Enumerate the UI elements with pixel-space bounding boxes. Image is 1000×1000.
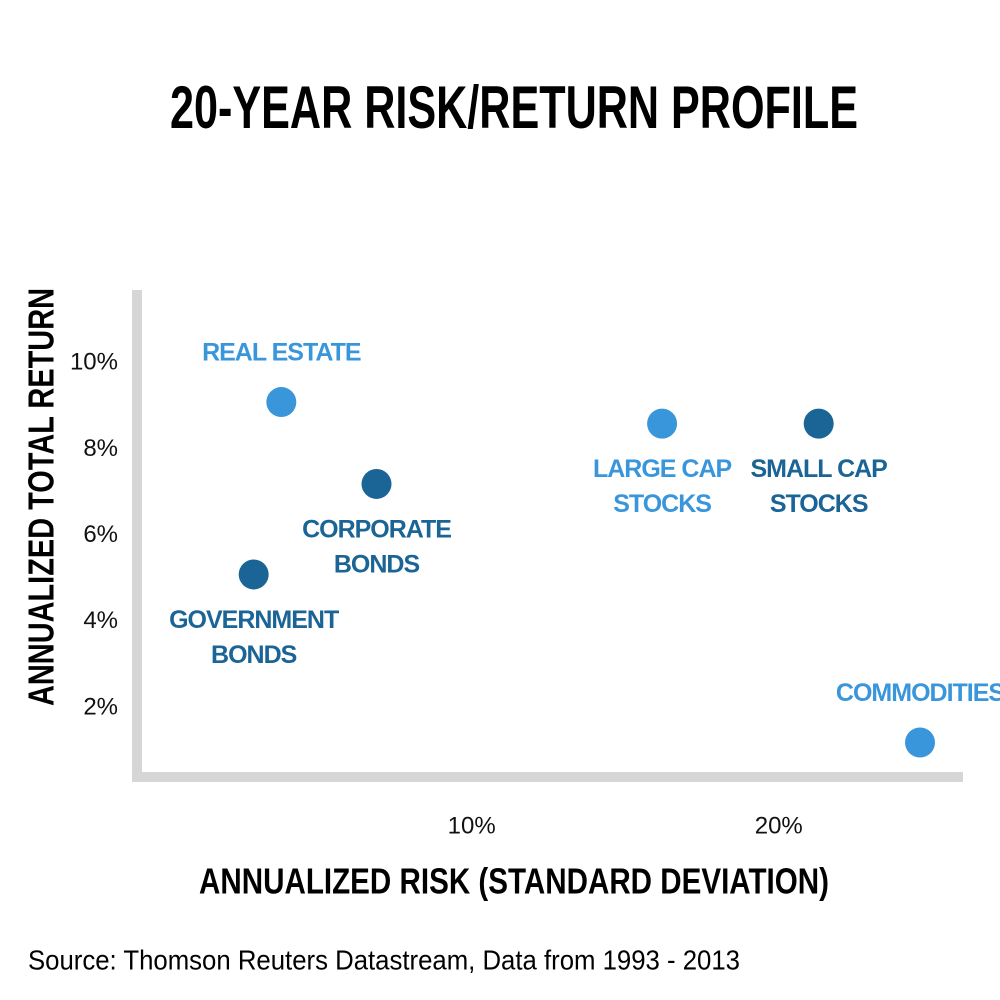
point xyxy=(905,727,936,758)
point xyxy=(803,408,834,439)
y-tick-label: 6% xyxy=(83,521,118,548)
x-axis-title: ANNUALIZED RISK (STANDARD DEVIATION) xyxy=(199,861,829,902)
point-label: STOCKS xyxy=(613,490,711,518)
point-label: COMMODITIES xyxy=(836,679,1000,707)
point-label: SMALL CAP xyxy=(750,455,887,483)
y-axis-title: ANNUALIZED TOTAL RETURN xyxy=(21,288,62,706)
point-label: STOCKS xyxy=(770,490,868,518)
point-label: BONDS xyxy=(334,551,420,579)
point xyxy=(647,408,678,439)
point-label: GOVERNMENT xyxy=(169,606,339,634)
y-tick-label: 4% xyxy=(83,607,118,634)
x-tick-label: 10% xyxy=(448,812,496,839)
point-label: CORPORATE xyxy=(302,516,451,544)
chart-title: 20-YEAR RISK/RETURN PROFILE xyxy=(170,74,858,141)
y-tick-label: 2% xyxy=(83,693,118,720)
x-tick-label: 20% xyxy=(755,812,803,839)
point-label: LARGE CAP xyxy=(593,455,732,483)
point xyxy=(238,559,269,590)
point-label: BONDS xyxy=(211,641,297,669)
y-tick-label: 10% xyxy=(70,349,118,376)
point xyxy=(361,468,392,499)
point xyxy=(266,387,297,418)
y-tick-label: 8% xyxy=(83,435,118,462)
source-note: Source: Thomson Reuters Datastream, Data… xyxy=(28,944,740,975)
point-label: REAL ESTATE xyxy=(202,339,361,367)
